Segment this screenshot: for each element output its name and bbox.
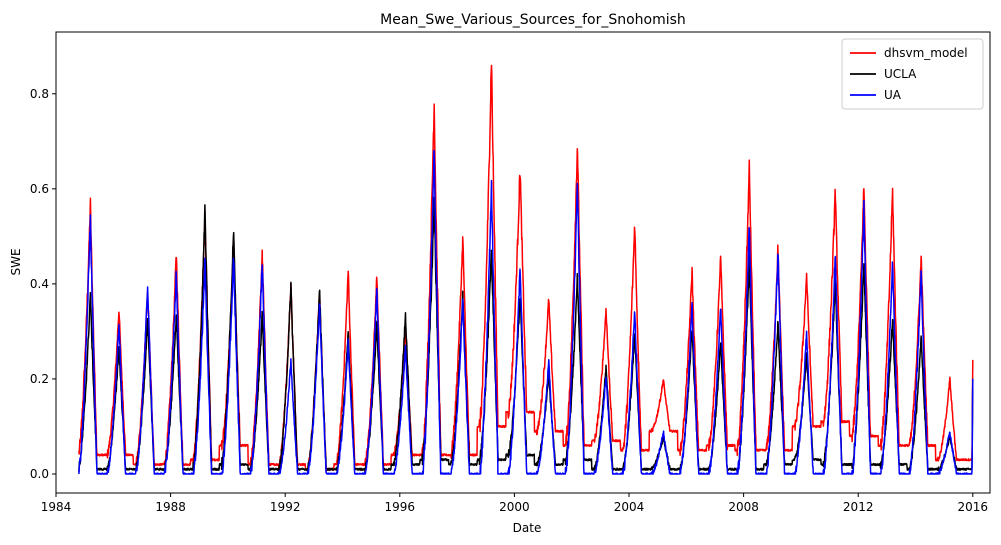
plot-frame xyxy=(55,31,991,494)
y-tick-label: 0.8 xyxy=(30,87,49,101)
x-tick-label: 1984 xyxy=(41,500,72,514)
series-group xyxy=(78,64,974,475)
y-tick-label: 0.0 xyxy=(30,467,49,481)
legend-label-UA: UA xyxy=(884,88,902,102)
x-tick-label: 2016 xyxy=(958,500,989,514)
x-tick-label: 2012 xyxy=(843,500,874,514)
x-tick-label: 1988 xyxy=(155,500,186,514)
series-line-UA xyxy=(78,149,974,475)
y-tick-label: 0.4 xyxy=(30,277,49,291)
x-axis-ticks: 1984 1988 1992 1996 2000 2004 2008 2012 2016 xyxy=(41,493,988,514)
x-tick-label: 2000 xyxy=(499,500,530,514)
x-tick-label: 2004 xyxy=(614,500,645,514)
y-tick-label: 0.6 xyxy=(30,182,49,196)
x-tick-label: 1992 xyxy=(270,500,301,514)
legend-box xyxy=(841,38,984,110)
x-axis-title: Date xyxy=(513,521,542,535)
x-tick-label: 1996 xyxy=(385,500,416,514)
x-tick-label: 2008 xyxy=(728,500,759,514)
legend-label-UCLA: UCLA xyxy=(884,67,917,81)
chart-title: Mean_Swe_Various_Sources_for_Snohomish xyxy=(380,12,686,28)
y-axis-ticks: 0.0 0.2 0.4 0.6 0.8 xyxy=(30,87,56,481)
y-tick-label: 0.2 xyxy=(30,372,49,386)
legend: dhsvm_model UCLA UA xyxy=(841,38,984,110)
legend-label-dhsvm_model: dhsvm_model xyxy=(884,46,968,60)
y-axis-title: SWE xyxy=(9,248,23,275)
